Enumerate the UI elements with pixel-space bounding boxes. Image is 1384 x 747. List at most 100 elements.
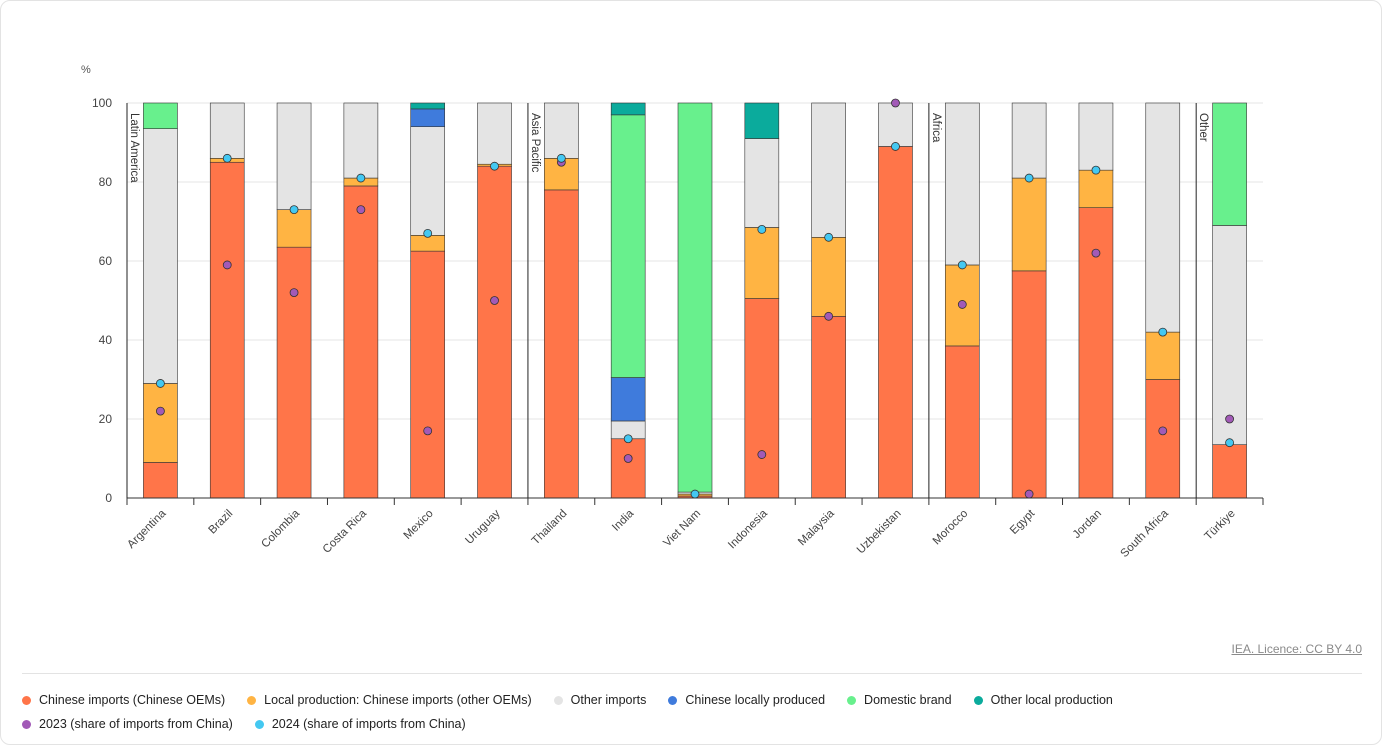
marker-2023 — [824, 311, 834, 321]
bar-segment — [1212, 444, 1247, 499]
bar-segment — [610, 114, 646, 378]
bar-segment — [343, 102, 379, 179]
marker-2024 — [957, 260, 967, 270]
legend-swatch-icon — [22, 719, 31, 729]
bar-segment — [1078, 102, 1114, 171]
marker-2024 — [891, 142, 900, 151]
marker-2024 — [757, 224, 767, 234]
legend-row-markers: 2023 (share of imports from China) 2024 … — [22, 712, 1362, 736]
legend-item-other-local[interactable]: Other local production — [973, 693, 1113, 707]
marker-2024 — [222, 153, 232, 163]
bar-segment — [276, 209, 312, 248]
marker-2023 — [222, 260, 232, 270]
bar-segment — [276, 246, 312, 499]
y-tick-label: 100 — [92, 96, 112, 110]
bar-segment — [610, 438, 646, 499]
bar-segment — [410, 126, 446, 236]
marker-2023 — [356, 205, 366, 215]
x-tick-label: Indonesia — [726, 507, 770, 551]
x-tick-label: India — [610, 507, 637, 534]
bar-segment — [744, 298, 780, 499]
bar-segment — [944, 345, 980, 499]
bar-segment — [811, 102, 846, 238]
y-tick-label: 80 — [99, 175, 113, 189]
bar-segment — [143, 383, 178, 463]
bar-segment — [1145, 102, 1181, 333]
bar-segment — [410, 102, 446, 110]
bar-segment — [1212, 225, 1247, 445]
marker-2024 — [1158, 327, 1168, 337]
marker-2023 — [1024, 489, 1034, 499]
x-tick-label: Türkiye — [1203, 508, 1238, 543]
marker-2023 — [423, 426, 433, 436]
x-tick-label: Colombia — [259, 507, 302, 550]
marker-2023 — [289, 288, 299, 298]
x-tick-label: Morocco — [931, 508, 971, 548]
legend-swatch-icon — [847, 695, 857, 705]
x-tick-label: Malaysia — [796, 507, 837, 548]
x-tick-label: Viet Nam — [661, 508, 703, 550]
bar-segment — [276, 102, 312, 210]
legend-swatch-icon — [247, 695, 257, 705]
bar-segment — [878, 102, 913, 147]
bar-segment — [944, 102, 980, 266]
x-tick-label: Jordan — [1071, 508, 1104, 541]
legend-item-2023[interactable]: 2023 (share of imports from China) — [22, 717, 233, 731]
y-tick-label: 20 — [99, 412, 113, 426]
bar-segment — [1212, 102, 1247, 226]
x-tick-label: Brazil — [207, 508, 236, 537]
marker-2024 — [824, 232, 834, 242]
legend-swatch-icon — [254, 719, 264, 729]
bar-segment — [744, 227, 780, 299]
bar-segment — [1011, 177, 1047, 272]
marker-2024 — [490, 161, 499, 171]
x-tick-label: Thailand — [530, 508, 570, 548]
bar-segment — [610, 102, 646, 116]
bar-segment — [811, 237, 846, 317]
marker-2023 — [891, 98, 900, 108]
bar-segment — [143, 462, 178, 499]
y-axis-label: % — [81, 64, 91, 76]
legend-swatch-icon — [553, 695, 563, 705]
marker-2023 — [757, 450, 767, 459]
bar-segment — [811, 315, 846, 499]
marker-2023 — [156, 406, 165, 416]
marker-2023 — [623, 454, 633, 463]
marker-2024 — [1024, 173, 1034, 183]
legend: Chinese imports (Chinese OEMs) Local pro… — [22, 688, 1362, 736]
bar-segment — [677, 102, 713, 493]
legend-item-other-imports[interactable]: Other imports — [553, 693, 646, 707]
x-tick-label: Egypt — [1008, 507, 1038, 537]
marker-2023 — [957, 300, 967, 309]
legend-item-2024[interactable]: 2024 (share of imports from China) — [254, 717, 466, 731]
legend-item-domestic[interactable]: Domestic brand — [847, 693, 952, 707]
legend-swatch-icon — [22, 695, 31, 705]
legend-item-local-other-oem[interactable]: Local production: Chinese imports (other… — [247, 693, 532, 707]
marker-2024 — [1091, 165, 1101, 175]
bar-segment — [143, 128, 178, 384]
y-tick-label: 0 — [105, 491, 112, 505]
bar-segment — [1011, 270, 1047, 499]
bar-segment — [544, 158, 579, 191]
legend-swatch-icon — [668, 695, 678, 705]
group-label: Other — [1197, 113, 1209, 142]
bar-segment — [1011, 102, 1047, 179]
bar-segment — [744, 102, 780, 139]
bar-segment — [744, 138, 780, 228]
bar-segment — [544, 189, 579, 499]
bar-segment — [610, 377, 646, 422]
marker-2024 — [623, 434, 633, 444]
group-label: Africa — [930, 113, 942, 143]
bar-segment — [1078, 169, 1114, 208]
marker-2023 — [1225, 414, 1234, 424]
bar-segment — [878, 146, 913, 499]
x-tick-label: Uruguay — [463, 507, 502, 546]
marker-2024 — [423, 228, 433, 238]
licence-link[interactable]: IEA. Licence: CC BY 4.0 — [1231, 642, 1362, 656]
x-tick-label: Costa Rica — [321, 507, 370, 556]
legend-item-chinese-oem[interactable]: Chinese imports (Chinese OEMs) — [22, 693, 225, 707]
legend-item-chinese-local[interactable]: Chinese locally produced — [668, 693, 825, 707]
marker-2023 — [1158, 426, 1168, 436]
bar-segment — [143, 102, 178, 129]
bar-segment — [544, 102, 579, 159]
